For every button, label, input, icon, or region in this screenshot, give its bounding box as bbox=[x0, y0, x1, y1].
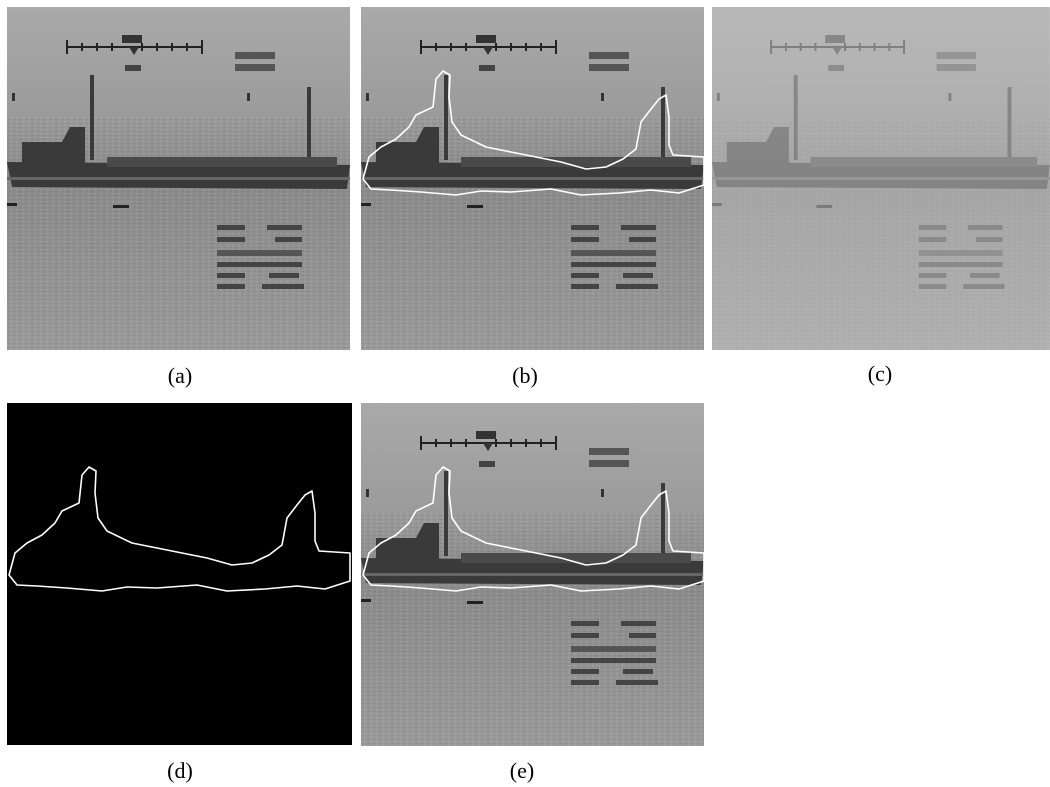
image bbox=[360, 6, 705, 351]
panel-d bbox=[7, 403, 352, 745]
blur-overlay bbox=[712, 7, 1050, 350]
caption: (c) bbox=[868, 361, 892, 386]
panel-c bbox=[711, 6, 1050, 351]
caption: (b) bbox=[512, 363, 538, 388]
image bbox=[7, 403, 352, 745]
caption: (d) bbox=[167, 758, 193, 783]
image bbox=[360, 402, 705, 747]
panel-e bbox=[360, 402, 705, 747]
panel-a bbox=[6, 6, 351, 351]
caption: (a) bbox=[168, 363, 192, 388]
caption: (e) bbox=[510, 758, 534, 783]
image bbox=[6, 6, 351, 351]
panel-b bbox=[360, 6, 705, 351]
